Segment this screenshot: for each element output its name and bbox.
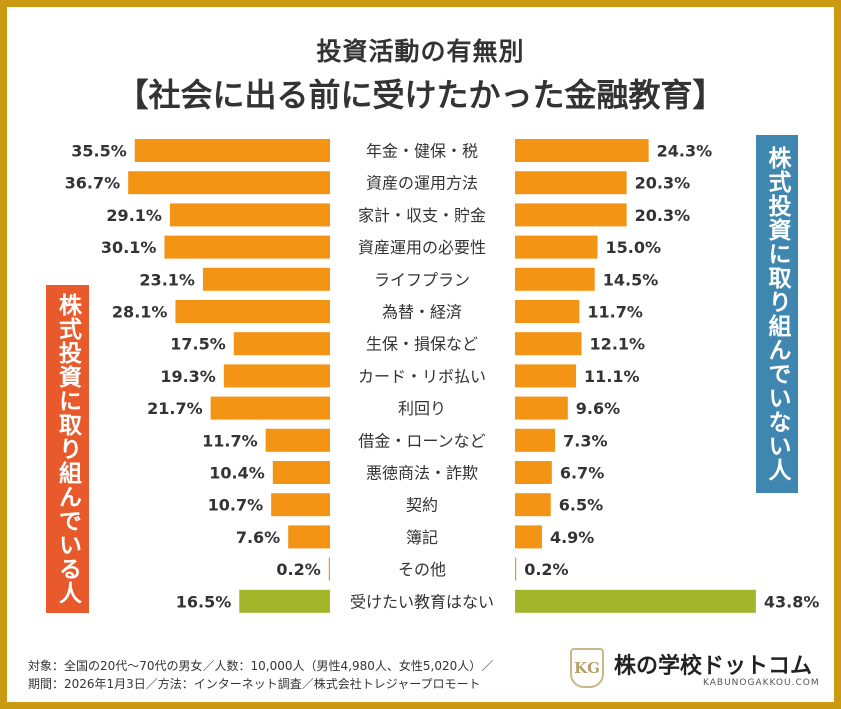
left-bar xyxy=(271,493,330,517)
right-bar xyxy=(515,396,568,420)
left-value-label: 19.3% xyxy=(160,367,216,386)
left-value-label: 0.2% xyxy=(276,560,320,579)
left-bar xyxy=(265,428,330,452)
left-value-label: 35.5% xyxy=(71,142,127,161)
right-bar xyxy=(515,364,577,388)
right-value-label: 12.1% xyxy=(590,335,646,354)
left-value-label: 28.1% xyxy=(112,303,168,322)
category-label: 生保・損保など xyxy=(366,335,478,354)
left-value-label: 21.7% xyxy=(147,399,203,418)
left-bar xyxy=(128,171,330,195)
left-bar xyxy=(210,396,330,420)
right-bar xyxy=(515,525,542,549)
left-value-label: 30.1% xyxy=(101,238,157,257)
right-value-label: 24.3% xyxy=(657,142,713,161)
category-label: 資産の運用方法 xyxy=(366,174,478,193)
left-bar xyxy=(202,267,330,291)
left-bar xyxy=(272,461,330,484)
right-value-label: 20.3% xyxy=(635,174,691,193)
category-label: 家計・収支・貯金 xyxy=(358,206,486,225)
chart-title: 投資活動の有無別 xyxy=(316,37,525,66)
category-label: 利回り xyxy=(398,399,446,418)
right-bar xyxy=(515,139,649,162)
logo-url: KABUNOGAKKOU.COM xyxy=(703,678,820,688)
category-label: 為替・経済 xyxy=(382,303,462,322)
left-value-label: 10.4% xyxy=(209,464,265,483)
right-value-label: 11.1% xyxy=(584,367,640,386)
category-label: 受けたい教育はない xyxy=(350,592,494,611)
survey-footnote: 対象：全国の20代〜70代の男女／人数：10,000人（男性4,980人、女性5… xyxy=(28,657,493,693)
footnote-line-2: 期間：2026年1月3日／方法：インターネット調査／株式会社トレジャープロモート xyxy=(28,677,481,691)
left-bar xyxy=(288,525,330,549)
left-value-label: 7.6% xyxy=(236,528,280,547)
left-value-label: 17.5% xyxy=(170,335,226,354)
left-value-label: 16.5% xyxy=(176,592,232,611)
category-label: ライフプラン xyxy=(374,270,470,289)
right-value-label: 6.7% xyxy=(560,464,604,483)
right-value-label: 6.5% xyxy=(559,496,603,515)
left-bar xyxy=(233,332,330,356)
right-bar xyxy=(515,493,551,517)
right-bar xyxy=(515,461,552,484)
left-series-label: 株式投資に取り組んでいる人 xyxy=(46,285,89,613)
category-label: カード・リボ払い xyxy=(358,367,486,386)
left-value-label: 11.7% xyxy=(202,431,258,450)
left-bar xyxy=(164,235,330,259)
right-bar xyxy=(515,332,582,356)
left-value-label: 23.1% xyxy=(139,270,195,289)
right-value-label: 14.5% xyxy=(603,270,659,289)
right-bar xyxy=(515,557,517,581)
left-bar xyxy=(223,364,330,388)
right-value-label: 11.7% xyxy=(587,303,643,322)
left-bar xyxy=(328,557,330,581)
category-label: 悪徳商法・詐欺 xyxy=(366,464,478,483)
category-label: 年金・健保・税 xyxy=(366,142,478,161)
left-bar xyxy=(175,300,330,323)
right-series-label: 株式投資に取り組んでいない人 xyxy=(756,135,798,493)
brand-logo: KG 株の学校ドットコム KABUNOGAKKOU.COM xyxy=(570,646,830,696)
right-bar xyxy=(515,235,598,259)
left-value-label: 36.7% xyxy=(65,174,121,193)
right-value-label: 43.8% xyxy=(764,592,820,611)
right-bar xyxy=(515,300,580,323)
right-bar xyxy=(515,589,756,613)
left-value-label: 29.1% xyxy=(106,206,162,225)
left-bar xyxy=(134,139,330,162)
right-bar xyxy=(515,171,627,195)
category-label: その他 xyxy=(398,560,446,579)
right-value-label: 15.0% xyxy=(606,238,662,257)
right-value-label: 4.9% xyxy=(550,528,594,547)
left-bar xyxy=(169,203,330,227)
chart-subtitle: 【社会に出る前に受けたかった金融教育】 xyxy=(116,76,725,114)
right-value-label: 9.6% xyxy=(576,399,620,418)
left-value-label: 10.7% xyxy=(208,496,264,515)
right-bar xyxy=(515,267,595,291)
right-value-label: 20.3% xyxy=(635,206,691,225)
footnote-line-1: 対象：全国の20代〜70代の男女／人数：10,000人（男性4,980人、女性5… xyxy=(28,659,494,673)
logo-name: 株の学校ドットコム xyxy=(614,654,813,679)
logo-mark-icon: KG xyxy=(570,648,604,688)
category-label: 契約 xyxy=(406,496,438,515)
right-value-label: 7.3% xyxy=(563,431,607,450)
category-label: 借金・ローンなど xyxy=(358,431,485,450)
right-value-label: 0.2% xyxy=(524,560,568,579)
category-label: 簿記 xyxy=(406,528,438,547)
right-bar xyxy=(515,428,556,452)
left-bar xyxy=(239,589,330,613)
right-bar xyxy=(515,203,627,227)
category-label: 資産運用の必要性 xyxy=(358,238,486,257)
